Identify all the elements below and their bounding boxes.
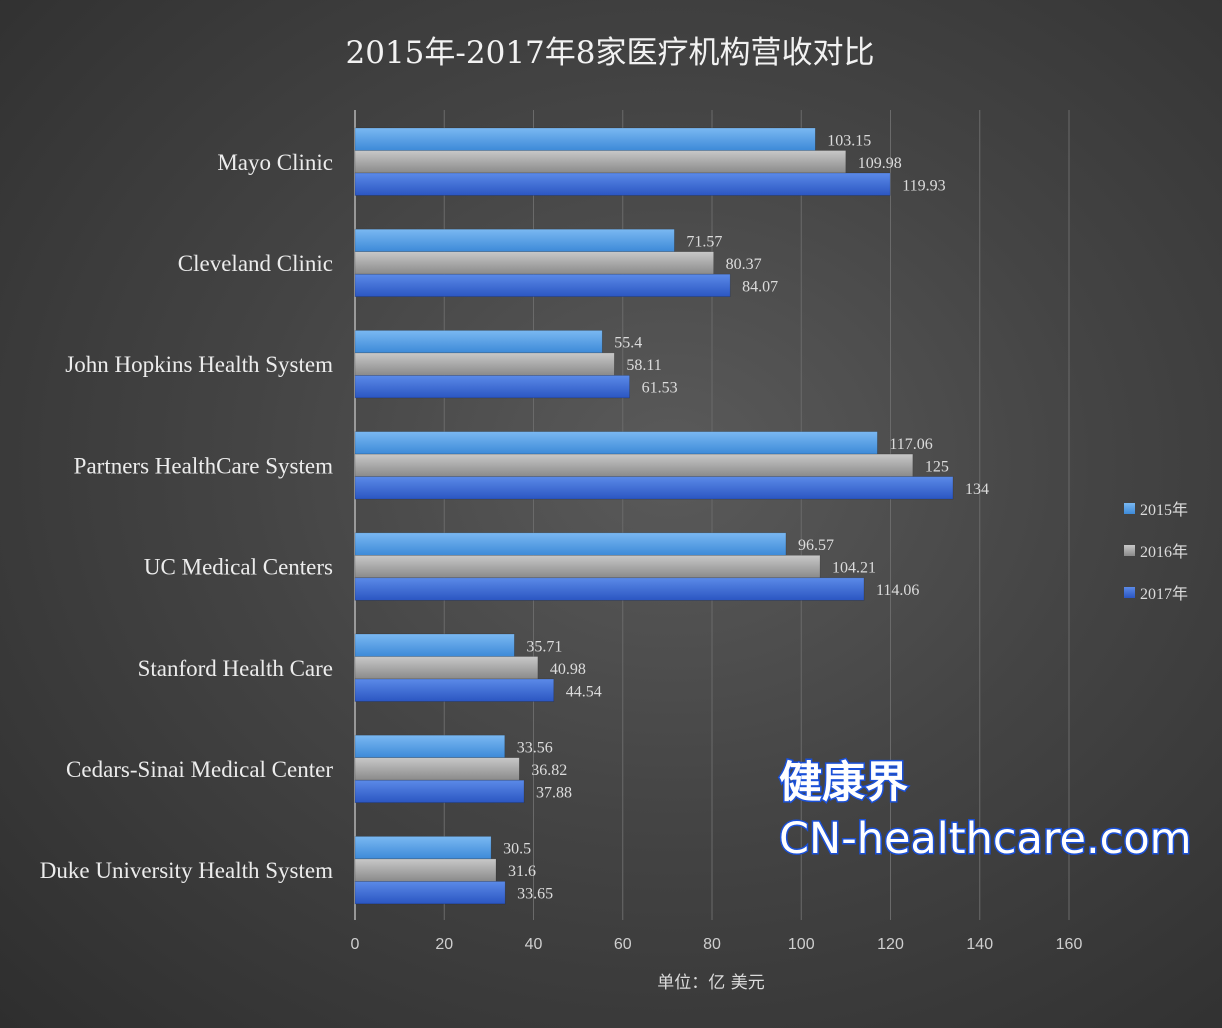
data-label: 44.54 xyxy=(566,683,602,700)
watermark-url: CN-healthcare.com xyxy=(779,814,1192,864)
x-tick-label: 0 xyxy=(351,936,360,953)
data-label: 117.06 xyxy=(889,436,932,453)
data-label: 134 xyxy=(965,481,989,498)
category-label: Duke University Health System xyxy=(40,858,333,883)
data-label: 33.56 xyxy=(517,739,553,756)
data-label: 58.11 xyxy=(626,357,661,374)
data-label: 125 xyxy=(925,458,949,475)
data-label: 96.57 xyxy=(798,537,834,554)
bar-2016年 xyxy=(354,453,914,477)
watermark-chinese: 健康界 xyxy=(779,758,908,808)
category-label: Partners HealthCare System xyxy=(74,453,333,478)
x-tick-label: 40 xyxy=(525,936,543,953)
category-label: Cleveland Clinic xyxy=(178,251,333,276)
bar-2015年 xyxy=(354,734,506,759)
chart-title: 2015年-2017年8家医疗机构营收对比 xyxy=(346,35,875,71)
data-label: 33.65 xyxy=(517,886,553,903)
bar-2016年 xyxy=(354,656,539,680)
bar-2017年 xyxy=(354,476,954,500)
bar-2015年 xyxy=(354,633,515,657)
bar-2015年 xyxy=(354,836,492,860)
bar-2015年 xyxy=(354,330,603,354)
legend: 2015年 2016年 2017年 xyxy=(1124,501,1188,603)
data-label: 84.07 xyxy=(742,278,778,295)
bar-2015年 xyxy=(354,127,816,151)
bar-2016年 xyxy=(354,251,714,275)
data-label: 80.37 xyxy=(726,256,762,273)
bar-2017年 xyxy=(354,881,506,905)
bar-2016年 xyxy=(354,554,821,579)
x-tick-label: 140 xyxy=(966,936,993,953)
data-label: 61.53 xyxy=(642,380,678,397)
data-label: 103.15 xyxy=(827,132,871,149)
category-label: Cedars-Sinai Medical Center xyxy=(66,757,333,782)
legend-label: 2017年 xyxy=(1140,585,1188,603)
data-label: 35.71 xyxy=(526,638,562,655)
x-tick-label: 20 xyxy=(435,936,453,953)
data-label: 31.6 xyxy=(508,863,536,880)
data-label: 55.4 xyxy=(614,335,642,352)
bar-2017年 xyxy=(354,273,731,298)
data-label: 114.06 xyxy=(876,582,919,599)
x-axis-unit-label: 单位：亿 美元 xyxy=(657,973,764,993)
bar-2016年 xyxy=(354,858,497,882)
data-label: 30.5 xyxy=(503,841,531,858)
data-label: 37.88 xyxy=(536,784,572,801)
x-tick-label: 80 xyxy=(703,936,721,953)
data-label: 71.57 xyxy=(686,233,722,250)
data-label: 119.93 xyxy=(902,177,945,194)
data-label: 109.98 xyxy=(858,155,902,172)
legend-swatch xyxy=(1124,587,1135,598)
legend-label: 2015年 xyxy=(1140,501,1188,519)
legend-swatch xyxy=(1124,545,1135,556)
x-tick-label: 120 xyxy=(877,936,904,953)
bar-2017年 xyxy=(354,678,555,702)
bar-2016年 xyxy=(354,757,520,781)
bar-2017年 xyxy=(354,779,525,804)
category-label: UC Medical Centers xyxy=(144,555,333,580)
category-label: Stanford Health Care xyxy=(138,656,333,681)
bar-2017年 xyxy=(354,172,891,196)
x-tick-label: 160 xyxy=(1056,936,1083,953)
x-axis-ticks: 0 20 40 60 80 100 120 140 160 xyxy=(351,936,1083,953)
x-tick-label: 100 xyxy=(788,936,815,953)
bar-2016年 xyxy=(354,150,847,174)
category-label: John Hopkins Health System xyxy=(65,352,333,377)
data-label: 36.82 xyxy=(531,762,567,779)
category-labels: Mayo Clinic Cleveland Clinic John Hopkins … xyxy=(40,150,334,883)
bar-2015年 xyxy=(354,228,675,252)
bar-2017年 xyxy=(354,375,630,399)
bar-2015年 xyxy=(354,431,878,455)
category-label: Mayo Clinic xyxy=(217,150,333,175)
data-label: 40.98 xyxy=(550,661,586,678)
legend-swatch xyxy=(1124,503,1135,514)
bar-2016年 xyxy=(354,352,615,376)
legend-label: 2016年 xyxy=(1140,543,1188,561)
x-tick-label: 60 xyxy=(614,936,632,953)
bar-2017年 xyxy=(354,577,865,601)
bar-2015年 xyxy=(354,532,787,556)
data-label: 104.21 xyxy=(832,560,876,577)
